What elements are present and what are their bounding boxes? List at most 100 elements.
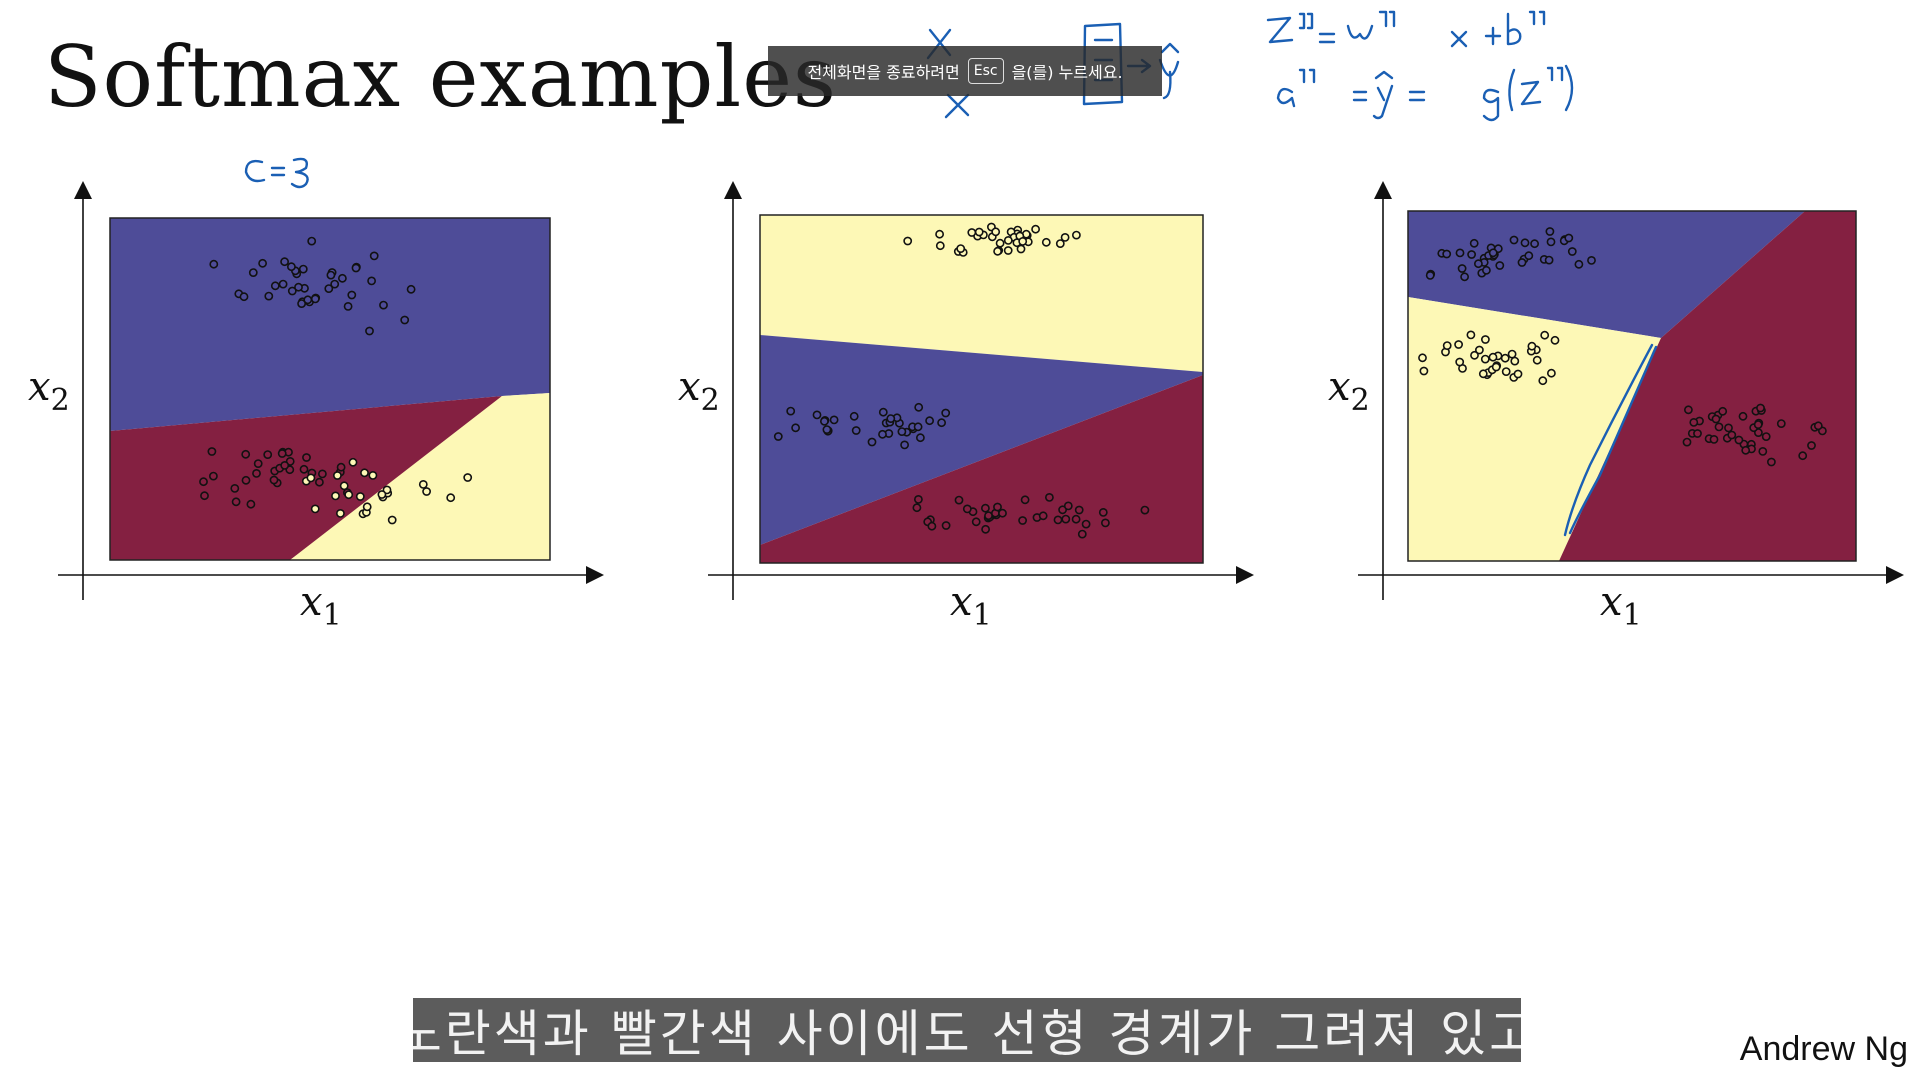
data-point-red (1813, 421, 1823, 431)
data-point-yellow (974, 227, 984, 237)
data-point-blue (303, 295, 313, 305)
data-point-red (1683, 405, 1693, 415)
data-point-blue (937, 418, 946, 428)
data-point-red (993, 502, 1002, 512)
plot-2-points (773, 222, 1150, 539)
data-point-red (208, 471, 218, 481)
data-point-blue (297, 299, 306, 309)
data-point-yellow (1455, 357, 1465, 367)
data-point-red (207, 447, 217, 456)
data-point-yellow (935, 241, 945, 251)
data-point-red (336, 462, 346, 472)
data-point-red (981, 524, 990, 534)
data-point-blue (270, 281, 280, 291)
data-point-yellow (1442, 341, 1452, 350)
data-point-yellow (967, 228, 977, 237)
data-point-yellow (306, 473, 316, 483)
data-point-red (1758, 446, 1768, 456)
region-blue (110, 218, 550, 431)
data-point-red (1074, 505, 1084, 515)
data-point-red (280, 460, 290, 470)
data-point-blue (915, 433, 925, 443)
data-point-blue (791, 423, 800, 433)
data-point-blue (1545, 227, 1555, 236)
data-point-red (954, 495, 964, 505)
data-point-blue (1587, 256, 1596, 265)
data-point-yellow (1488, 352, 1498, 362)
data-point-blue (379, 300, 388, 310)
data-point-red (1063, 501, 1073, 511)
data-point-red (253, 459, 263, 468)
data-point-red (1734, 435, 1744, 445)
drawn-boundary-stroke (1563, 343, 1658, 537)
data-point-yellow (1454, 340, 1463, 349)
data-point-blue (239, 292, 249, 302)
plot-1-svg: x1 x2 (28, 181, 604, 633)
data-point-red (913, 494, 923, 504)
y-axis-label: x2 (678, 364, 720, 418)
data-point-blue (1544, 255, 1554, 265)
data-point-yellow (1540, 330, 1550, 340)
data-point-red (241, 475, 251, 485)
data-point-red (1044, 492, 1054, 502)
data-point-blue (1425, 271, 1435, 280)
banner-text-after: 을(를) 누르세요. (1011, 63, 1123, 82)
data-point-yellow (1041, 237, 1051, 247)
data-point-blue (367, 276, 376, 286)
data-point-red (1058, 505, 1067, 515)
data-point-yellow (935, 229, 944, 239)
data-point-blue (900, 440, 909, 450)
region-border (109, 217, 551, 561)
data-point-blue (786, 406, 796, 416)
data-point-yellow (1474, 345, 1484, 355)
data-point-red (1709, 434, 1719, 444)
x-axis-label: x1 (1600, 579, 1642, 633)
data-point-blue (298, 264, 308, 274)
data-point-blue (264, 291, 274, 301)
data-point-red (912, 503, 922, 513)
plot-1-points (199, 236, 473, 525)
data-point-red (1727, 430, 1737, 440)
data-point-yellow (418, 479, 428, 489)
data-point-red (263, 450, 273, 459)
data-point-yellow (993, 246, 1002, 256)
region-yellow (760, 215, 1203, 372)
region-yellow (1408, 297, 1661, 561)
data-point-red (1020, 495, 1030, 505)
data-point-blue (326, 270, 336, 280)
data-point-blue (851, 426, 861, 435)
data-point-blue (278, 279, 288, 289)
banner-text-before: 전체화면을 종료하려면 (807, 63, 960, 82)
data-point-yellow (368, 470, 378, 480)
data-point-blue (1517, 258, 1527, 267)
data-point-yellow (1550, 335, 1560, 345)
data-point-yellow (991, 227, 1001, 237)
data-point-yellow (1532, 355, 1542, 365)
data-point-blue (1530, 239, 1539, 249)
plot-2: x1 x2 (678, 175, 1300, 645)
data-point-yellow (422, 487, 431, 496)
data-point-red (246, 499, 256, 509)
data-point-blue (913, 422, 923, 432)
data-point-blue (330, 279, 340, 289)
data-point-red (1807, 441, 1816, 450)
data-point-blue (343, 301, 353, 311)
data-point-blue (886, 414, 896, 423)
data-point-yellow (446, 493, 456, 503)
data-point-blue (1469, 238, 1479, 248)
data-point-red (1081, 519, 1091, 529)
slide-title: Softmax examples (44, 28, 838, 126)
data-point-red (1776, 419, 1786, 428)
data-point-red (941, 521, 951, 530)
data-point-blue (351, 263, 361, 273)
data-point-yellow (995, 238, 1005, 248)
data-point-red (231, 497, 241, 507)
data-point-red (230, 483, 240, 493)
data-point-red (1714, 422, 1724, 432)
data-point-blue (337, 273, 347, 283)
esc-key-badge[interactable]: Esc (967, 58, 1004, 84)
region-border (759, 214, 1204, 564)
data-point-blue (1564, 233, 1574, 243)
plot-3-regions (1407, 210, 1857, 562)
data-point-red (1682, 437, 1692, 447)
